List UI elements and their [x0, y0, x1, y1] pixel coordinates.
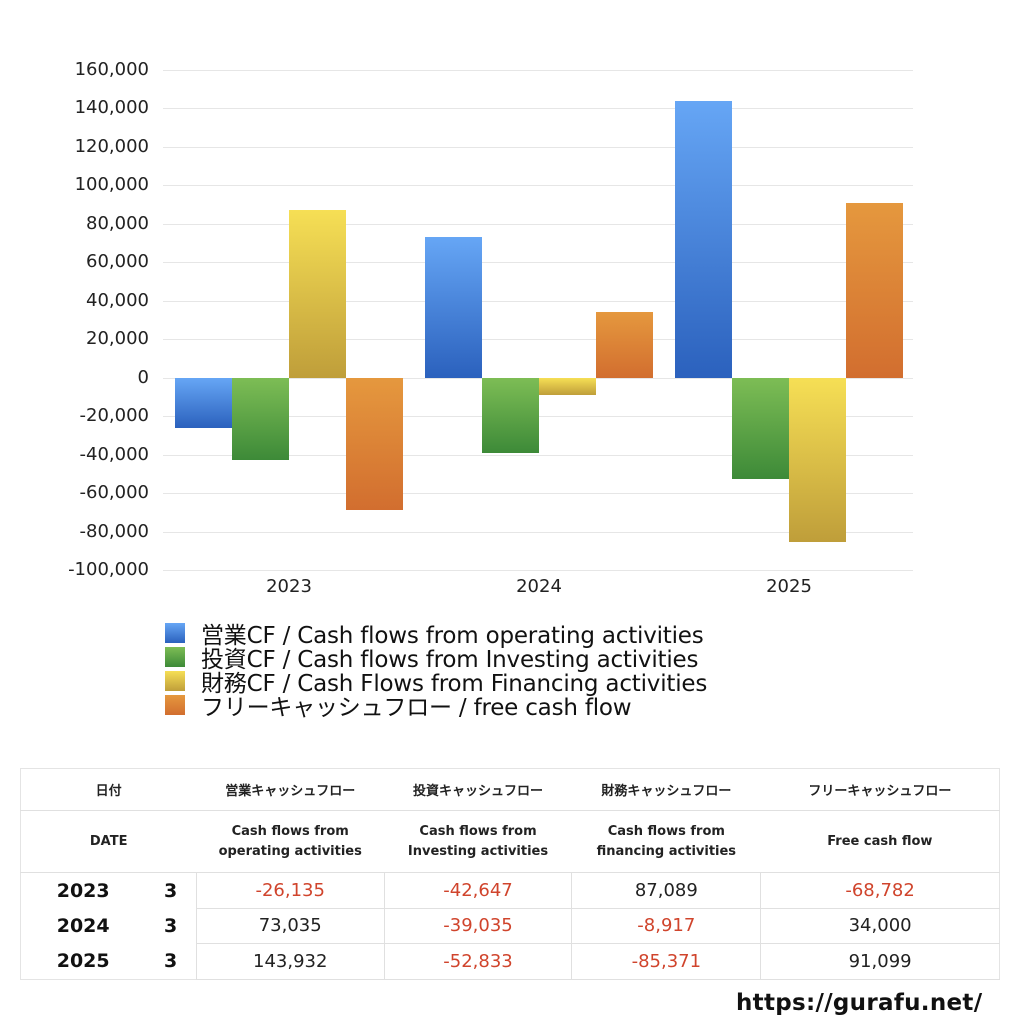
- header-investing-jp: 投資キャッシュフロー: [384, 768, 572, 811]
- cell-free: 34,000: [760, 908, 1000, 944]
- legend-item-investing: 投資CF / Cash flows from Investing activit…: [165, 645, 707, 673]
- legend-swatch-financing: [165, 671, 185, 691]
- gridline: [163, 70, 913, 71]
- cell-year: 2025: [56, 950, 110, 972]
- table-header-en: DATE Cash flows from operating activities…: [20, 810, 1000, 873]
- header-free-en: Free cash flow: [760, 810, 1000, 873]
- cell-free: -68,782: [760, 872, 1000, 909]
- gridline: [163, 223, 913, 225]
- header-text-line: Cash flows from: [607, 823, 725, 839]
- cell-financing: 87,089: [571, 872, 762, 909]
- table-header-jp: 日付 営業キャッシュフロー 投資キャッシュフロー 財務キャッシュフロー フリーキ…: [20, 768, 1000, 811]
- y-tick-label: -100,000: [68, 559, 149, 580]
- table-row: 2024 3 73,035 -39,035 -8,917 34,000: [21, 908, 1000, 944]
- y-tick-label: 140,000: [74, 97, 149, 119]
- gridline: [163, 108, 913, 110]
- legend-swatch-operating: [165, 623, 185, 643]
- cell-year: 2024: [56, 914, 110, 937]
- y-tick-label: 60,000: [86, 251, 149, 273]
- site-url-link[interactable]: https://gurafu.net/: [736, 990, 983, 1016]
- table-row: 2023 3 -26,135 -42,647 87,089 -68,782: [21, 872, 1000, 909]
- cell-operating: 143,932: [196, 943, 385, 980]
- header-date-jp: 日付: [20, 768, 197, 811]
- legend-item-financing: 財務CF / Cash Flows from Financing activit…: [165, 669, 707, 697]
- cell-free: 91,099: [760, 943, 1000, 980]
- y-tick-label: 40,000: [86, 289, 149, 311]
- legend-item-free-cash-flow: フリーキャッシュフロー / free cash flow: [165, 693, 707, 721]
- gridline: [163, 262, 913, 264]
- bar-investing-2025: [732, 377, 789, 480]
- bar-financing-2025: [789, 377, 846, 542]
- y-tick-label: 160,000: [74, 59, 149, 80]
- cell-month: 3: [145, 943, 197, 979]
- cell-month: 3: [145, 872, 197, 908]
- legend-label: 投資CF / Cash flows from Investing activit…: [201, 647, 699, 673]
- gridline: [163, 570, 913, 571]
- bar-investing-2023: [232, 377, 289, 460]
- cell-operating: 73,035: [196, 908, 385, 944]
- cash-flow-table: 日付 営業キャッシュフロー 投資キャッシュフロー 財務キャッシュフロー フリーキ…: [20, 768, 1000, 980]
- header-investing-en: Cash flows from Investing activities: [384, 810, 572, 873]
- y-tick-label: 120,000: [74, 135, 149, 157]
- x-tick-label: 2023: [266, 576, 312, 597]
- y-tick-label: 0: [137, 366, 149, 388]
- x-tick-label: 2025: [766, 576, 812, 597]
- bar-operating-2023: [175, 377, 232, 428]
- gridline: [163, 531, 913, 533]
- legend-label: フリーキャッシュフロー / free cash flow: [201, 695, 632, 721]
- legend-label: 営業CF / Cash flows from operating activit…: [201, 623, 704, 649]
- cell-year: 2023: [56, 879, 110, 902]
- cash-flow-bar-chart: 160,000 140,000 120,000 100,000 80,000 60,000…: [68, 59, 913, 597]
- y-tick-label: -40,000: [79, 443, 149, 465]
- y-tick-label: 80,000: [86, 212, 149, 234]
- cell-month: 3: [145, 908, 197, 944]
- cell-operating: -26,135: [196, 872, 385, 909]
- bar-operating-2024: [425, 237, 482, 378]
- y-tick-label: 20,000: [86, 328, 149, 350]
- cell-investing: -52,833: [384, 943, 573, 980]
- x-tick-label: 2024: [516, 576, 562, 597]
- header-date-en: DATE: [20, 810, 197, 873]
- bar-free-cash-flow-2024: [596, 312, 653, 378]
- header-financing-jp: 財務キャッシュフロー: [571, 768, 761, 811]
- legend-label: 財務CF / Cash Flows from Financing activit…: [201, 671, 708, 697]
- header-operating-jp: 営業キャッシュフロー: [196, 768, 385, 811]
- bar-operating-2025: [675, 100, 732, 378]
- y-tick-label: -60,000: [79, 482, 149, 504]
- header-text-line: Cash flows from: [231, 823, 349, 839]
- header-text-line: financing activities: [596, 843, 737, 859]
- y-tick-label: 100,000: [74, 174, 149, 196]
- table-row: 2025 3 143,932 -52,833 -85,371 91,099: [21, 943, 1000, 980]
- cell-investing: -42,647: [384, 872, 573, 909]
- bar-free-cash-flow-2023: [346, 377, 403, 510]
- gridline: [163, 493, 913, 495]
- header-text-line: operating activities: [218, 843, 362, 859]
- bar-financing-2023: [289, 210, 346, 378]
- header-free-jp: フリーキャッシュフロー: [760, 768, 1000, 811]
- gridline: [163, 454, 913, 456]
- bar-financing-2024: [539, 377, 596, 395]
- cell-financing: -8,917: [571, 908, 762, 944]
- gridline: [163, 185, 913, 187]
- bar-investing-2024: [482, 377, 539, 453]
- gridline: [163, 339, 913, 341]
- y-tick-label: -80,000: [79, 520, 149, 542]
- gridline: [163, 300, 913, 302]
- y-tick-label: -20,000: [79, 405, 149, 427]
- legend-item-operating: 営業CF / Cash flows from operating activit…: [165, 621, 707, 649]
- header-operating-en: Cash flows from operating activities: [196, 810, 385, 873]
- legend-swatch-free-cash-flow: [165, 695, 185, 715]
- header-financing-en: Cash flows from financing activities: [571, 810, 761, 873]
- cell-investing: -39,035: [384, 908, 573, 944]
- header-text-line: Investing activities: [407, 843, 549, 859]
- header-text-line: Cash flows from: [419, 823, 537, 839]
- bar-free-cash-flow-2025: [846, 202, 903, 378]
- cell-financing: -85,371: [571, 943, 762, 980]
- chart-legend: 営業CF / Cash flows from operating activit…: [165, 621, 707, 721]
- legend-swatch-investing: [165, 647, 185, 667]
- gridline: [163, 146, 913, 148]
